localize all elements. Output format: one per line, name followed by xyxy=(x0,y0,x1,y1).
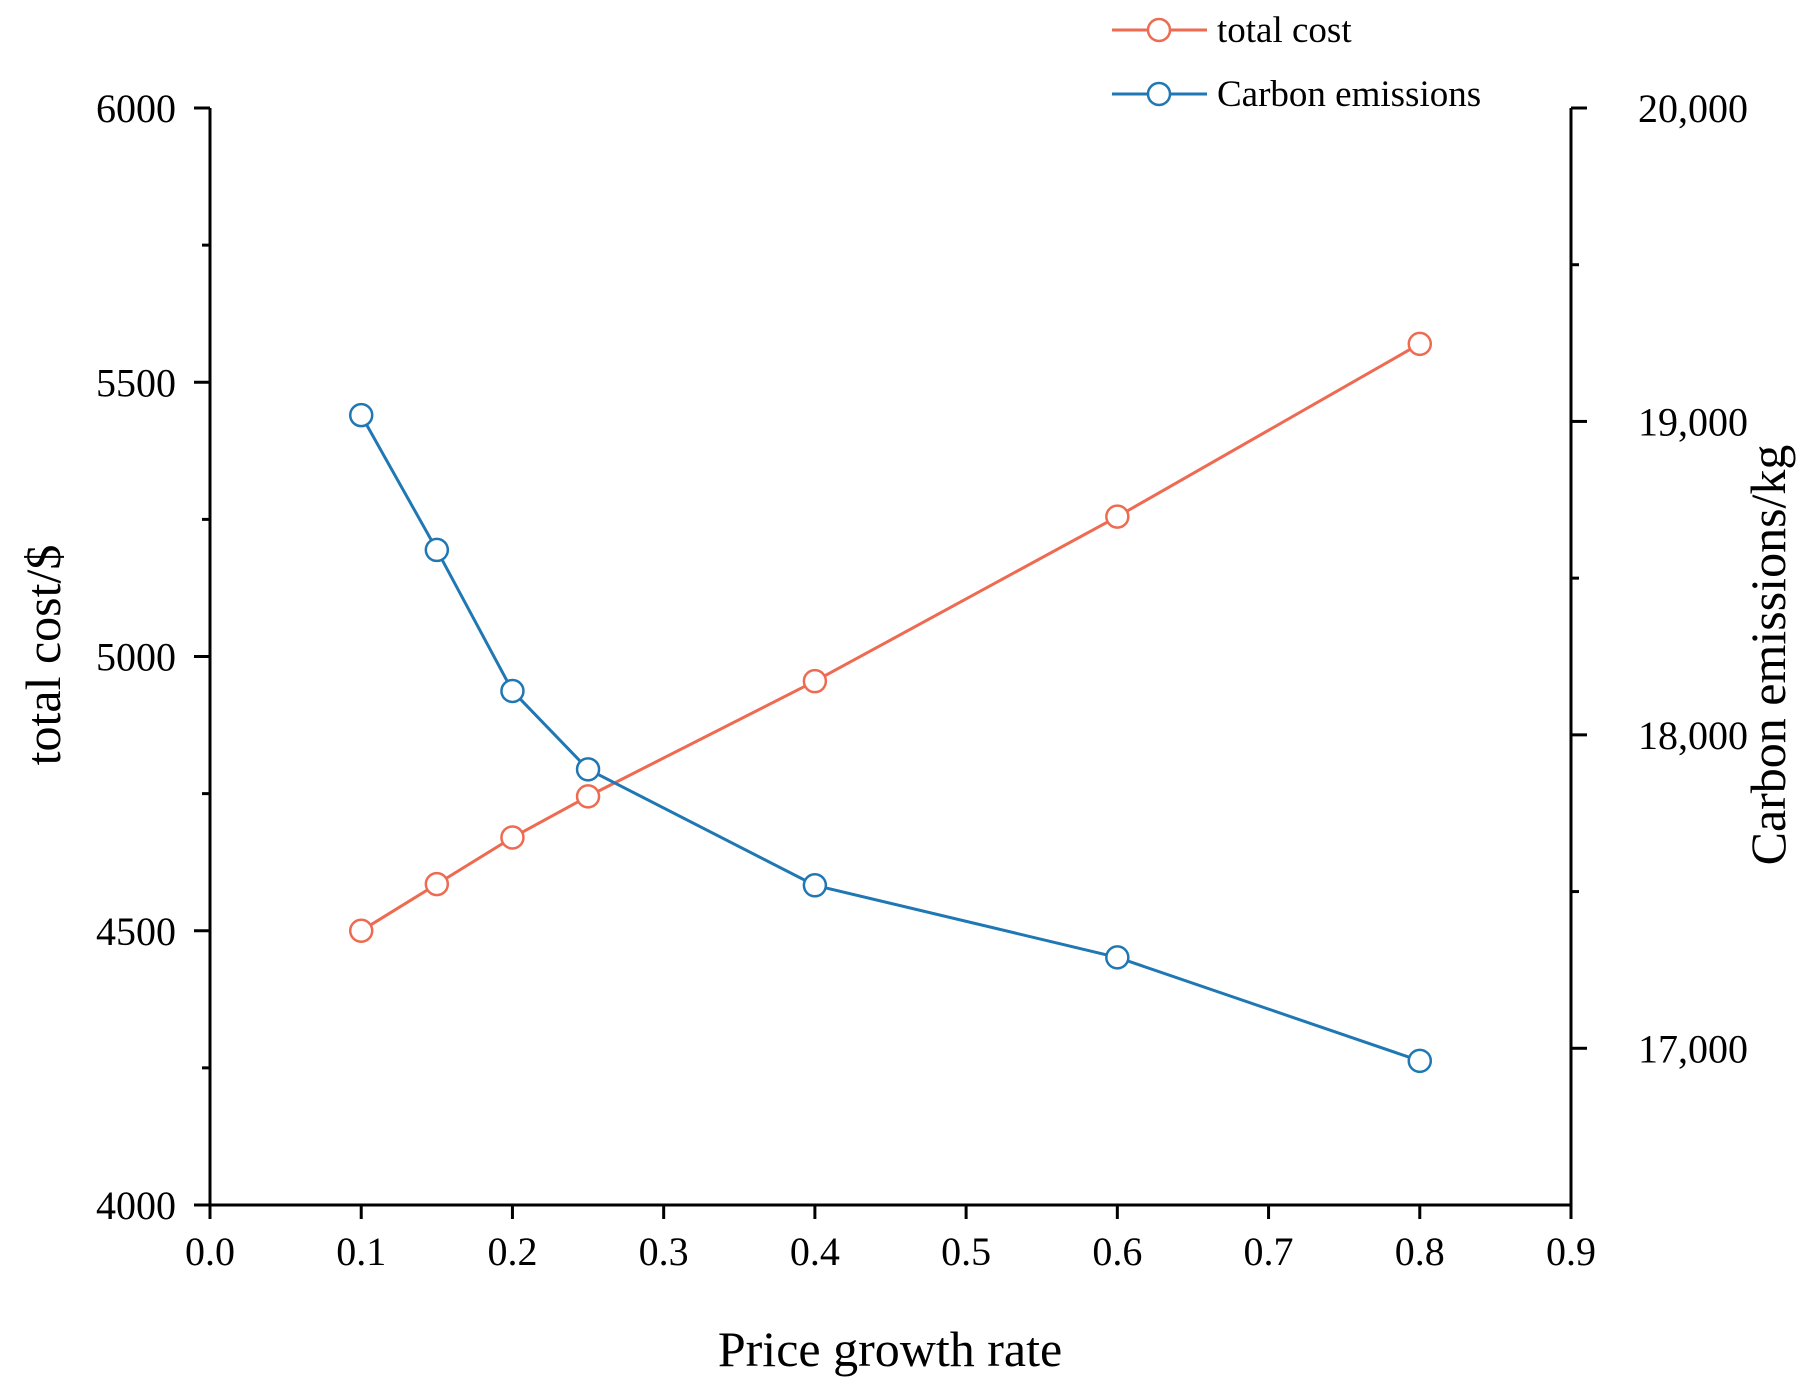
y-axis-right-title: Carbon emissions/kg xyxy=(1740,445,1796,866)
data-point-carbon-emissions xyxy=(500,678,525,704)
y-right-tick-label: 20,000 xyxy=(1638,86,1748,131)
x-tick-label: 0.4 xyxy=(790,1229,840,1274)
x-tick-label: 0.2 xyxy=(487,1229,537,1274)
x-axis-title: Price growth rate xyxy=(718,1321,1062,1377)
y-axis-left-title: total cost/$ xyxy=(15,545,71,766)
y-right-tick-label: 18,000 xyxy=(1638,713,1748,758)
x-tick-label: 0.5 xyxy=(941,1229,991,1274)
y-left-tick-label: 4000 xyxy=(96,1183,176,1228)
legend-label-total-cost: total cost xyxy=(1217,10,1352,51)
data-point-total-cost xyxy=(348,918,374,943)
axes-layer: 0.0 0.1 0.2 0.3 0.4 0.5 0.6 0.7 0.8 0.9 4000 4500 50… xyxy=(96,86,1748,1274)
y-right-tick-label: 19,000 xyxy=(1638,399,1748,444)
series-layer xyxy=(348,331,1433,1074)
x-tick-label: 0.9 xyxy=(1546,1229,1596,1274)
data-point-carbon-emissions xyxy=(575,757,601,782)
legend-label-carbon-emissions: Carbon emissions xyxy=(1217,74,1481,115)
y-right-tick-label: 17,000 xyxy=(1638,1026,1748,1071)
legend-marker-carbon-emissions xyxy=(1146,81,1172,107)
legend: total cost Carbon emissions xyxy=(1112,10,1481,115)
data-point-carbon-emissions xyxy=(424,537,450,563)
x-tick-label: 0.0 xyxy=(185,1229,235,1274)
x-tick-label: 0.1 xyxy=(336,1229,386,1274)
data-point-total-cost xyxy=(1407,331,1433,357)
y-left-tick-label: 5000 xyxy=(96,635,176,680)
data-point-carbon-emissions xyxy=(348,402,374,428)
y-left-tick-label: 5500 xyxy=(96,360,176,405)
x-tick-label: 0.6 xyxy=(1092,1229,1142,1274)
data-point-total-cost xyxy=(500,825,525,850)
data-point-carbon-emissions xyxy=(802,873,828,898)
x-tick-label: 0.3 xyxy=(639,1229,689,1274)
data-point-total-cost xyxy=(575,784,601,809)
x-tick-label: 0.8 xyxy=(1395,1229,1445,1274)
x-tick-label: 0.7 xyxy=(1244,1229,1294,1274)
legend-marker-total-cost xyxy=(1146,17,1172,43)
data-point-total-cost xyxy=(424,871,450,897)
y-left-tick-label: 4500 xyxy=(96,909,176,954)
y-left-tick-label: 6000 xyxy=(96,86,176,131)
data-point-carbon-emissions xyxy=(1105,945,1130,970)
data-point-total-cost xyxy=(1105,504,1130,529)
series-line-carbon-emissions xyxy=(359,414,1421,1063)
data-point-total-cost xyxy=(802,668,828,694)
data-point-carbon-emissions xyxy=(1407,1048,1433,1074)
